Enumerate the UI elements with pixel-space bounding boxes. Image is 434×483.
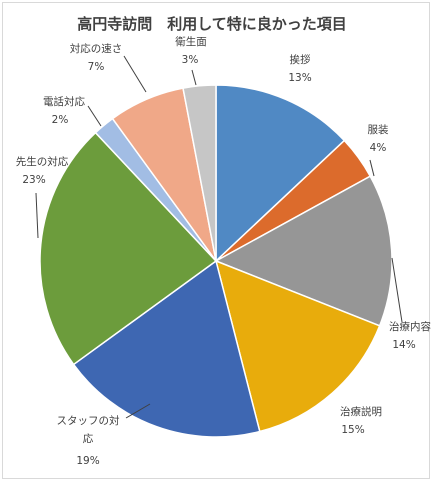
- pie-slice-5: [39, 131, 218, 366]
- leader-line-5: [35, 192, 39, 239]
- pie-slice-3: [214, 259, 381, 433]
- slice-name-label-6: 電話対応: [43, 95, 85, 108]
- pie-slice-4: [72, 259, 261, 438]
- slice-percent-label-8: 3%: [182, 54, 199, 66]
- slice-percent-label-0: 13%: [288, 72, 311, 84]
- slice-percent-label-7: 7%: [88, 61, 105, 73]
- slice-name-label-8: 衛生面: [175, 35, 207, 48]
- leader-line-7: [123, 55, 147, 93]
- slice-name-label-5: 先生の対応: [16, 155, 69, 168]
- slice-name-label-7: 対応の速さ: [70, 42, 123, 55]
- slice-name-label-2: 治療内容: [389, 320, 431, 333]
- leader-lines: [35, 55, 403, 419]
- chart-title: 高円寺訪問 利用して特に良かった項目: [77, 15, 347, 33]
- slice-name-label-0: 挨拶: [290, 53, 311, 66]
- slice-percent-label-1: 4%: [370, 142, 387, 154]
- slice-name-label-4-1: 応: [83, 432, 94, 445]
- slice-percent-label-3: 15%: [341, 424, 364, 436]
- leader-line-6: [87, 105, 102, 127]
- slice-name-label-1: 服装: [368, 123, 389, 136]
- leader-line-8: [191, 69, 197, 86]
- pie-slice-0: [215, 84, 346, 263]
- pie-slice-8: [182, 84, 217, 262]
- slice-percent-label-6: 2%: [52, 114, 69, 126]
- slice-percent-label-5: 23%: [22, 174, 45, 186]
- pie-slices: [39, 84, 393, 438]
- slice-percent-label-2: 14%: [392, 339, 415, 351]
- pie-slice-2: [214, 175, 393, 327]
- slice-percent-label-4: 19%: [76, 455, 99, 467]
- leader-line-4: [125, 403, 151, 419]
- leader-line-1: [369, 159, 375, 177]
- slice-name-label-3: 治療説明: [340, 405, 382, 418]
- leader-line-2: [391, 257, 403, 323]
- slice-name-label-4-0: スタッフの対: [57, 414, 120, 427]
